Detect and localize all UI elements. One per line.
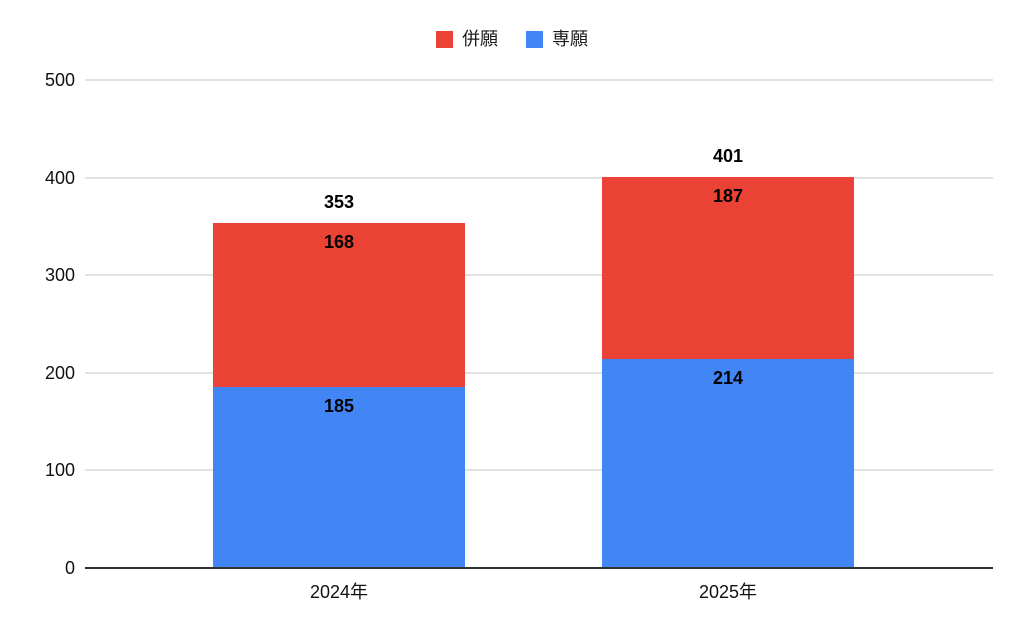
segment-value-label: 214 xyxy=(712,368,744,389)
legend-label: 専願 xyxy=(552,29,588,49)
y-tick-label-200: 200 xyxy=(44,362,75,383)
bar-2025年-専願 xyxy=(602,359,854,568)
legend-swatch-icon xyxy=(526,30,543,48)
total-value-label: 401 xyxy=(712,145,744,166)
legend-swatch-icon xyxy=(436,30,453,48)
y-tick-label-0: 0 xyxy=(64,558,75,578)
gridline-y-500 xyxy=(85,79,993,81)
x-axis-baseline xyxy=(85,567,993,569)
gridline-y-200 xyxy=(85,371,993,374)
segment-value-label: 187 xyxy=(712,185,744,206)
y-tick-label-400: 400 xyxy=(44,167,75,188)
y-tick-label-300: 300 xyxy=(44,265,75,286)
segment-value-label: 168 xyxy=(323,232,355,253)
legend-label: 併願 xyxy=(462,29,498,49)
legend-item-sengan: 専願 xyxy=(526,30,588,48)
bar-2024年-併願 xyxy=(213,223,465,388)
y-tick-label-500: 500 xyxy=(44,70,75,90)
gridline-y-400 xyxy=(85,176,993,179)
x-tick-label-2025年: 2025年 xyxy=(698,582,758,602)
bar-2025年-併願 xyxy=(602,176,854,360)
x-tick-label-2024年: 2024年 xyxy=(309,582,369,602)
legend-item-heigan: 併願 xyxy=(436,30,498,48)
bar-2024年-専願 xyxy=(213,387,465,568)
chart-plot-area: 185 168 353 214 187 401 xyxy=(85,79,993,569)
y-tick-label-100: 100 xyxy=(44,460,75,481)
gridline-y-100 xyxy=(85,469,993,472)
segment-value-label: 185 xyxy=(323,396,355,417)
chart-legend: 併願 専願 xyxy=(0,22,1024,56)
total-value-label: 353 xyxy=(323,192,355,213)
gridline-y-300 xyxy=(85,274,993,277)
